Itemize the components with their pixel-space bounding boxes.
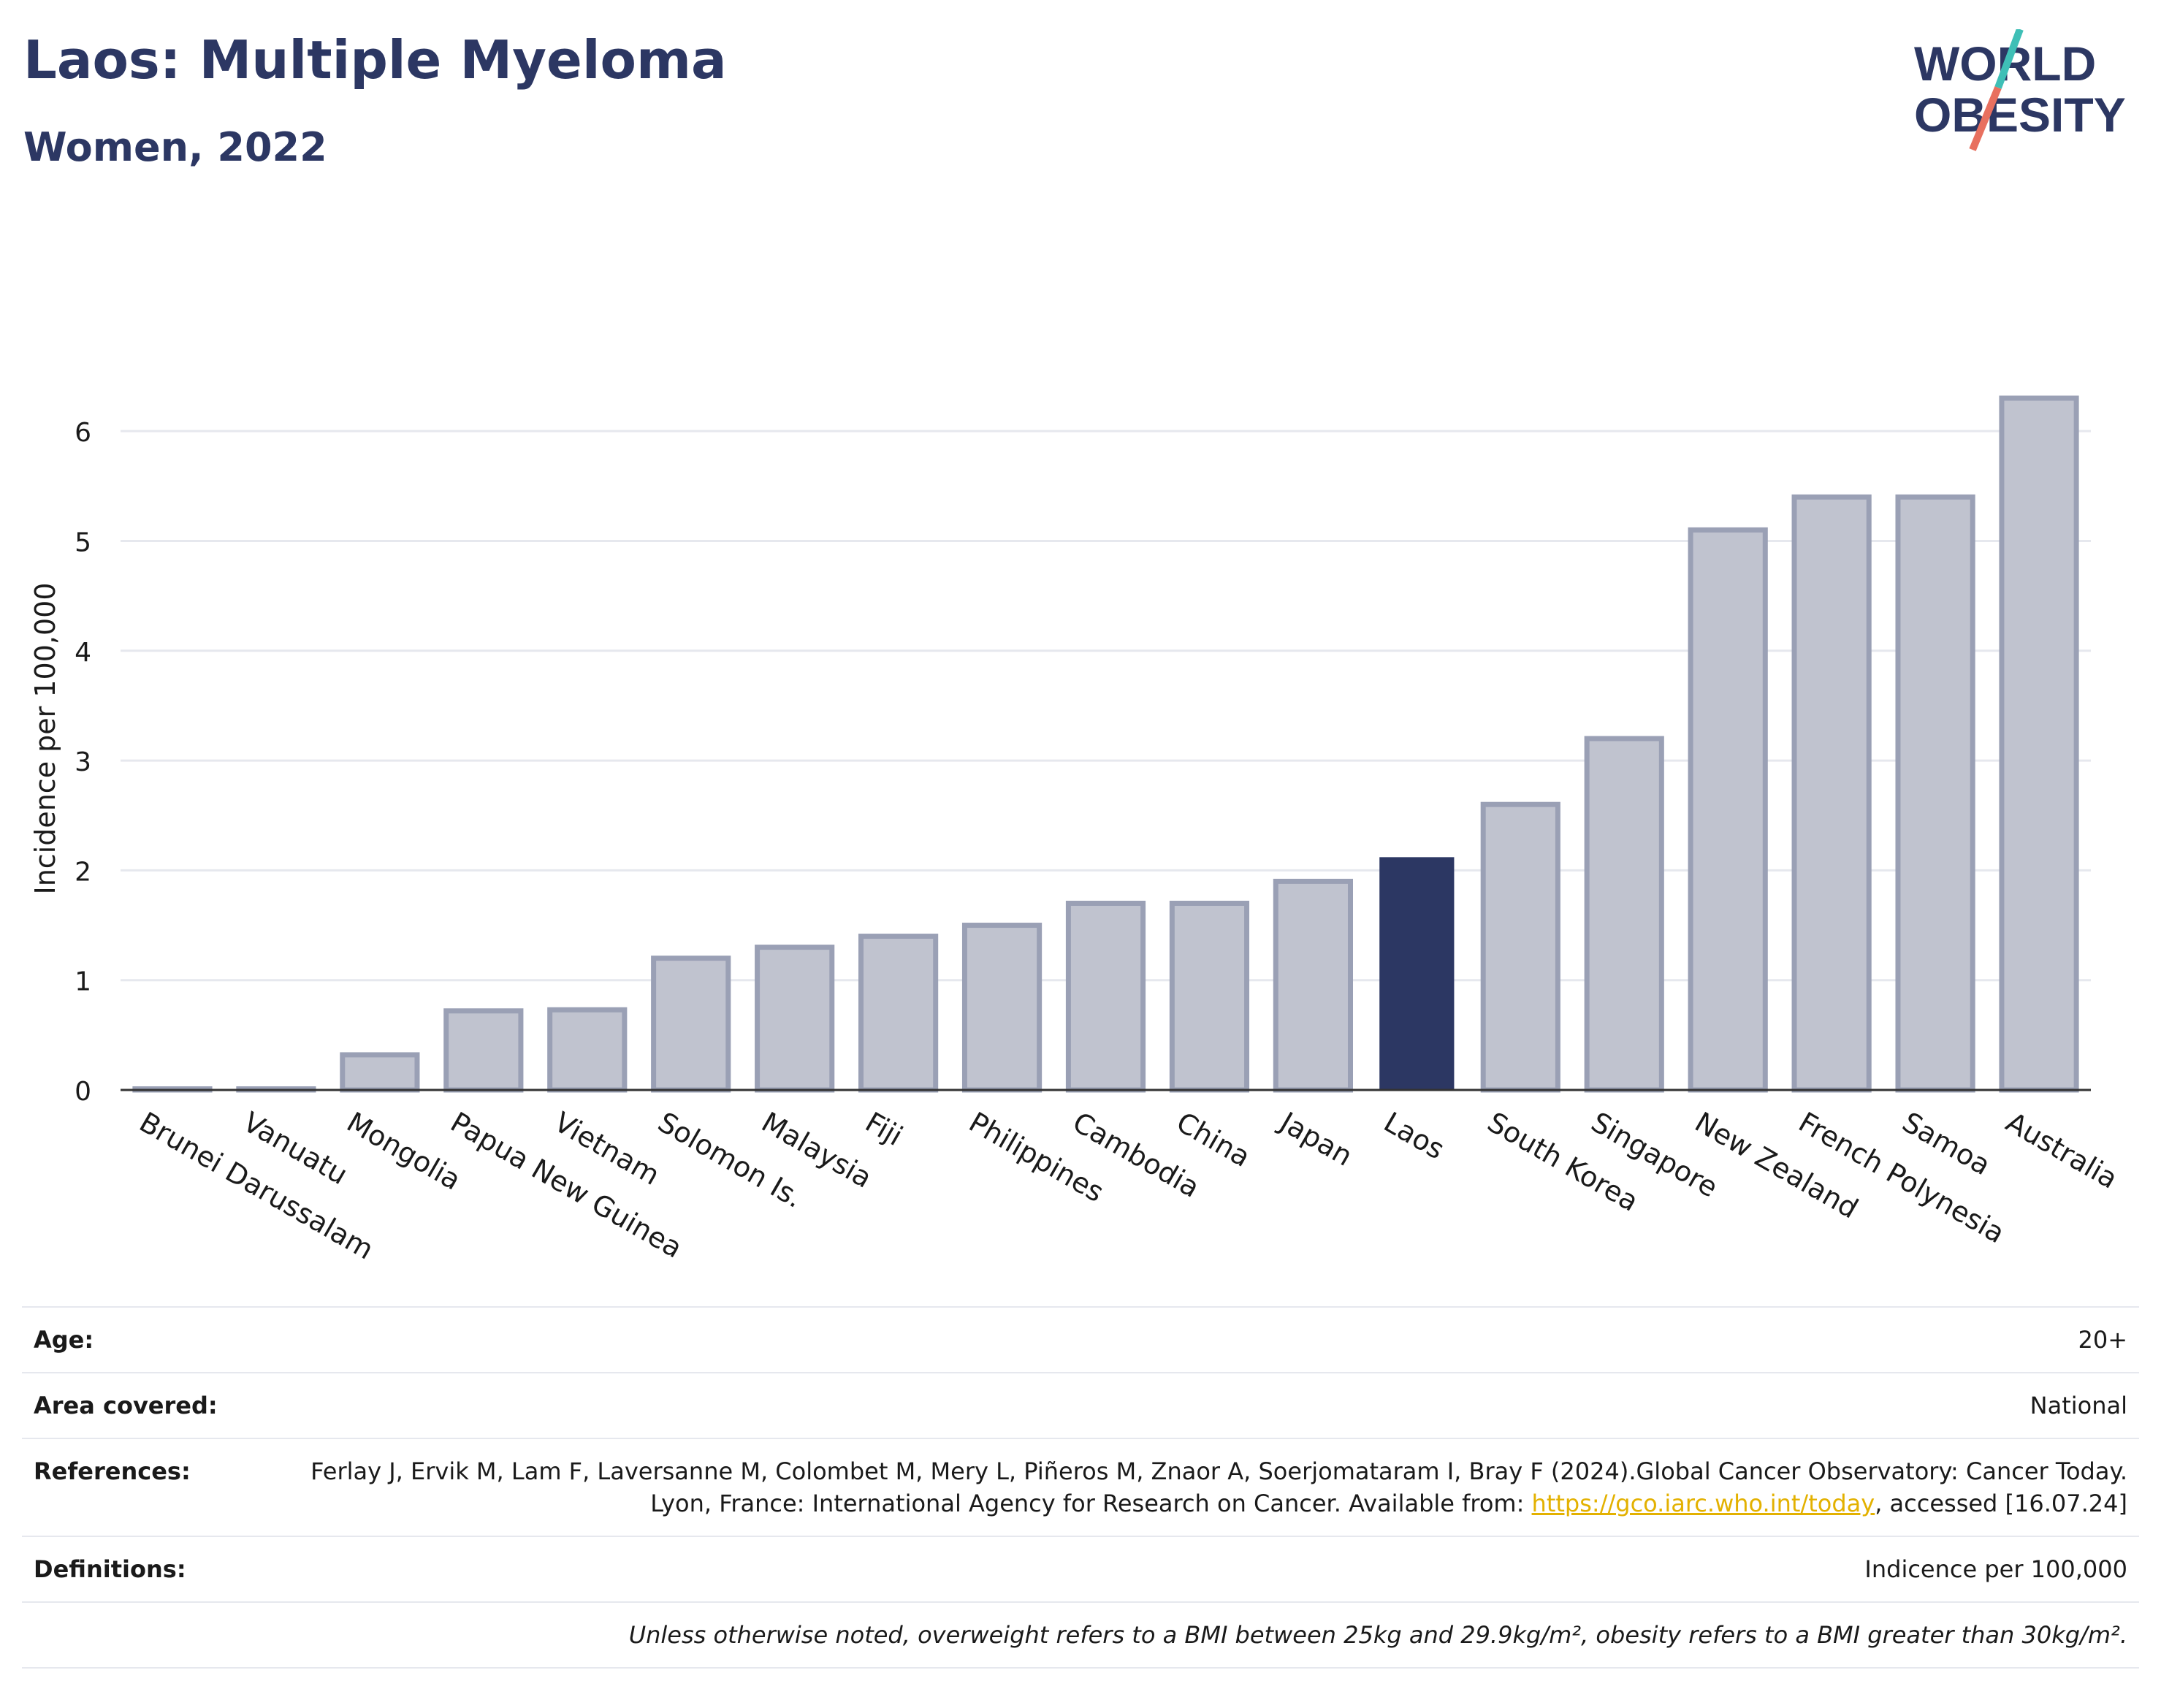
bar-papua-new-guinea [443,1008,524,1093]
x-tick-label: Japan [1273,1105,1358,1173]
bar-laos [1379,857,1455,1090]
y-axis-ticks: 0 1 2 3 4 5 6 [75,418,91,1107]
bar-china [1169,900,1250,1093]
bar-singapore [1584,736,1664,1093]
bar-south-korea [1480,801,1560,1093]
bar-samoa [1895,494,1975,1093]
bar-french-polynesia [1791,494,1872,1093]
area-value: National [2029,1392,2127,1419]
y-axis-label: Incidence per 100,000 [29,582,61,894]
bar-new-zealand [1688,527,1768,1093]
age-value: 20+ [2078,1326,2127,1354]
bars [132,395,2079,1093]
y-tick-label: 4 [75,638,91,668]
x-tick-label: Mongolia [341,1106,466,1197]
x-tick-label: Australia [2001,1106,2124,1195]
bar-fiji [858,934,939,1093]
references-link[interactable]: https://gco.iarc.who.int/today [1531,1490,1875,1517]
bar-solomon-is [651,956,731,1093]
bmi-note: Unless otherwise noted, overweight refer… [628,1621,2127,1649]
logo-word-obesity: OBESITY [1914,88,2126,142]
info-row-area: Area covered: National [22,1372,2139,1438]
info-table: Age: 20+ Area covered: National Referenc… [22,1306,2139,1669]
y-tick-label: 2 [75,857,91,887]
bar-malaysia [755,945,835,1093]
y-tick-label: 3 [75,747,91,777]
info-row-age: Age: 20+ [22,1306,2139,1372]
definitions-value: Indicence per 100,000 [1864,1555,2127,1583]
bar-chart: 0 1 2 3 4 5 6 Brunei DarussalamVanuatuMongolia… [29,395,2123,1266]
age-label: Age: [34,1326,94,1354]
y-tick-label: 6 [75,418,91,448]
references-value: Ferlay J, Ervik M, Lam F, Laversanne M, … [257,1455,2127,1520]
y-tick-label: 5 [75,527,91,557]
bar-philippines [961,923,1043,1093]
info-row-references: References: Ferlay J, Ervik M, Lam F, La… [22,1438,2139,1536]
y-tick-label: 0 [75,1077,91,1107]
x-tick-label: Fiji [860,1106,908,1152]
references-label: References: [34,1457,191,1485]
bar-vietnam [547,1007,628,1093]
references-accessed: , accessed [16.07.24] [1875,1490,2127,1517]
chart-subtitle: Women, 2022 [23,124,327,170]
world-obesity-logo: WORLD OBESITY [1914,29,2126,151]
y-tick-label: 1 [75,967,91,997]
x-tick-label: Laos [1379,1106,1450,1166]
bar-japan [1273,878,1353,1093]
bar-cambodia [1065,900,1146,1093]
logo-slash-teal [1994,29,2024,89]
definitions-label: Definitions: [34,1555,186,1583]
area-label: Area covered: [34,1392,218,1419]
bar-australia [1999,395,2079,1093]
info-row-note: Unless otherwise noted, overweight refer… [22,1601,2139,1669]
references-text: Ferlay J, Ervik M, Lam F, Laversanne M, … [310,1457,2127,1517]
chart-title: Laos: Multiple Myeloma [23,29,727,91]
info-row-definitions: Definitions: Indicence per 100,000 [22,1536,2139,1601]
bar-mongolia [340,1052,420,1093]
logo-slash-coral [1969,86,2002,151]
